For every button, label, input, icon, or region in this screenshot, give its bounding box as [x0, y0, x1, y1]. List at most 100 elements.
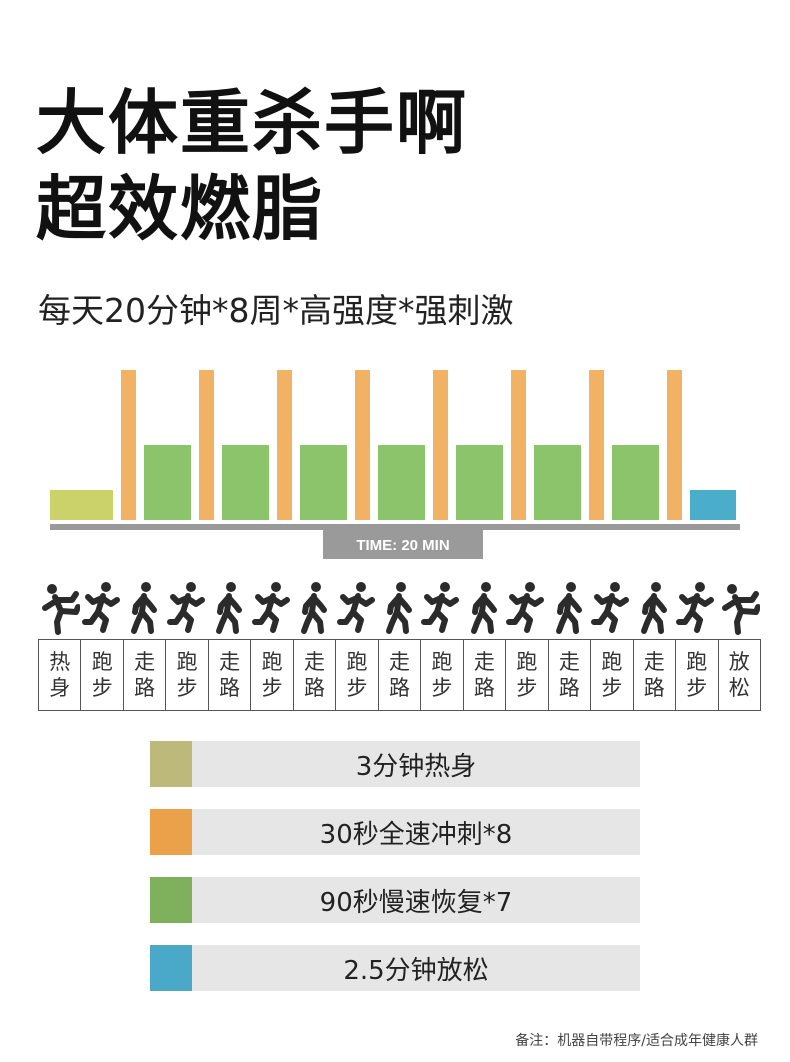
legend-item: 90秒慢速恢复*7	[150, 877, 640, 923]
legend-label: 3分钟热身	[192, 741, 640, 787]
running-figure-icon	[590, 580, 632, 636]
phase-char-1: 走	[134, 650, 156, 674]
running-figure-icon	[505, 580, 547, 636]
sprint-bar-3	[199, 370, 214, 520]
phase-char-2: 路	[558, 676, 580, 700]
sprint-bar-15	[667, 370, 682, 520]
phase-cell: 放松	[718, 640, 761, 711]
legend-label: 30秒全速冲刺*8	[192, 809, 640, 855]
phase-char-1: 走	[473, 650, 495, 674]
phase-char-1: 跑	[686, 650, 708, 674]
recover-bar-14	[612, 445, 659, 520]
phase-cell: 走路	[463, 640, 507, 711]
phase-cell: 热身	[39, 640, 82, 711]
legend: 3分钟热身 30秒全速冲刺*8 90秒慢速恢复*7 2.5分钟放松	[150, 741, 640, 1013]
phase-char-1: 走	[643, 650, 665, 674]
phase-cell: 跑步	[251, 640, 294, 711]
sprint-bar-13	[589, 370, 604, 520]
page-title: 大体重杀手啊 超效燃脂	[36, 80, 468, 252]
phase-cell: 跑步	[81, 640, 124, 711]
warmup-bar-0	[50, 490, 113, 520]
phase-cell: 走路	[208, 640, 252, 711]
walking-figure-icon	[463, 580, 505, 636]
sprint-bar-1	[121, 370, 136, 520]
recover-bar-12	[534, 445, 581, 520]
recover-bar-2	[144, 445, 191, 520]
recover-bar-6	[300, 445, 347, 520]
phase-char-1: 放	[728, 650, 750, 674]
phase-char-1: 跑	[601, 650, 623, 674]
phase-char-2: 路	[473, 676, 495, 700]
legend-item: 30秒全速冲刺*8	[150, 809, 640, 855]
legend-label: 2.5分钟放松	[192, 945, 640, 991]
footnote: 备注：机器自带程序/适合成年健康人群	[515, 1033, 758, 1049]
phase-char-2: 松	[728, 676, 750, 700]
phase-char-1: 跑	[261, 650, 283, 674]
phase-cell: 走路	[378, 640, 422, 711]
phase-label-grid: 热身跑步走路跑步走路跑步走路跑步走路跑步走路跑步走路跑步走路跑步放松	[38, 639, 761, 711]
phase-cell: 走路	[123, 640, 167, 711]
phase-char-2: 路	[304, 676, 326, 700]
walking-figure-icon	[293, 580, 335, 636]
running-figure-icon	[420, 580, 462, 636]
phase-cell: 走路	[633, 640, 677, 711]
phase-char-1: 跑	[346, 650, 368, 674]
activity-figures-row	[38, 580, 761, 636]
sprint-bar-7	[355, 370, 370, 520]
walking-figure-icon	[208, 580, 250, 636]
walking-figure-icon	[633, 580, 675, 636]
phase-cell: 跑步	[166, 640, 209, 711]
phase-char-2: 路	[219, 676, 241, 700]
phase-char-1: 走	[558, 650, 580, 674]
phase-char-1: 热	[49, 650, 71, 674]
time-label-box	[323, 529, 483, 559]
phase-char-1: 跑	[431, 650, 453, 674]
walking-figure-icon	[548, 580, 590, 636]
stretch-figure-icon	[38, 580, 82, 636]
walking-figure-icon	[123, 580, 165, 636]
recover-bar-10	[456, 445, 503, 520]
phase-char-2: 步	[91, 676, 113, 700]
running-figure-icon	[251, 580, 293, 636]
phase-cell: 走路	[293, 640, 337, 711]
phase-char-2: 路	[134, 676, 156, 700]
phase-cell: 跑步	[506, 640, 549, 711]
phase-char-2: 身	[49, 676, 71, 700]
phase-char-2: 步	[431, 676, 453, 700]
phase-cell: 跑步	[421, 640, 464, 711]
phase-char-1: 走	[219, 650, 241, 674]
recover-bar-4	[222, 445, 269, 520]
legend-swatch	[150, 741, 192, 787]
phase-char-1: 跑	[91, 650, 113, 674]
cooldown-bar-16	[690, 490, 736, 520]
title-line-2: 超效燃脂	[36, 168, 324, 250]
phase-char-2: 步	[346, 676, 368, 700]
phase-cell: 走路	[548, 640, 592, 711]
timeline-axis	[50, 524, 740, 530]
chart-bars	[50, 370, 736, 520]
sprint-bar-9	[433, 370, 448, 520]
time-label: TIME: 20 MIN	[356, 537, 449, 554]
phase-cell: 跑步	[591, 640, 634, 711]
phase-char-2: 步	[261, 676, 283, 700]
recover-bar-8	[378, 445, 425, 520]
sprint-bar-11	[511, 370, 526, 520]
phase-char-1: 走	[388, 650, 410, 674]
phase-char-2: 路	[643, 676, 665, 700]
phase-char-2: 步	[516, 676, 538, 700]
legend-item: 3分钟热身	[150, 741, 640, 787]
title-line-1: 大体重杀手啊	[36, 82, 468, 164]
phase-char-2: 路	[388, 676, 410, 700]
phase-char-1: 走	[304, 650, 326, 674]
phase-char-1: 跑	[176, 650, 198, 674]
legend-swatch	[150, 945, 192, 991]
legend-swatch	[150, 809, 192, 855]
sprint-bar-5	[277, 370, 292, 520]
phase-cell: 跑步	[676, 640, 719, 711]
phase-char-2: 步	[601, 676, 623, 700]
phase-cell: 跑步	[336, 640, 379, 711]
legend-item: 2.5分钟放松	[150, 945, 640, 991]
running-figure-icon	[336, 580, 378, 636]
legend-label: 90秒慢速恢复*7	[192, 877, 640, 923]
running-figure-icon	[675, 580, 717, 636]
